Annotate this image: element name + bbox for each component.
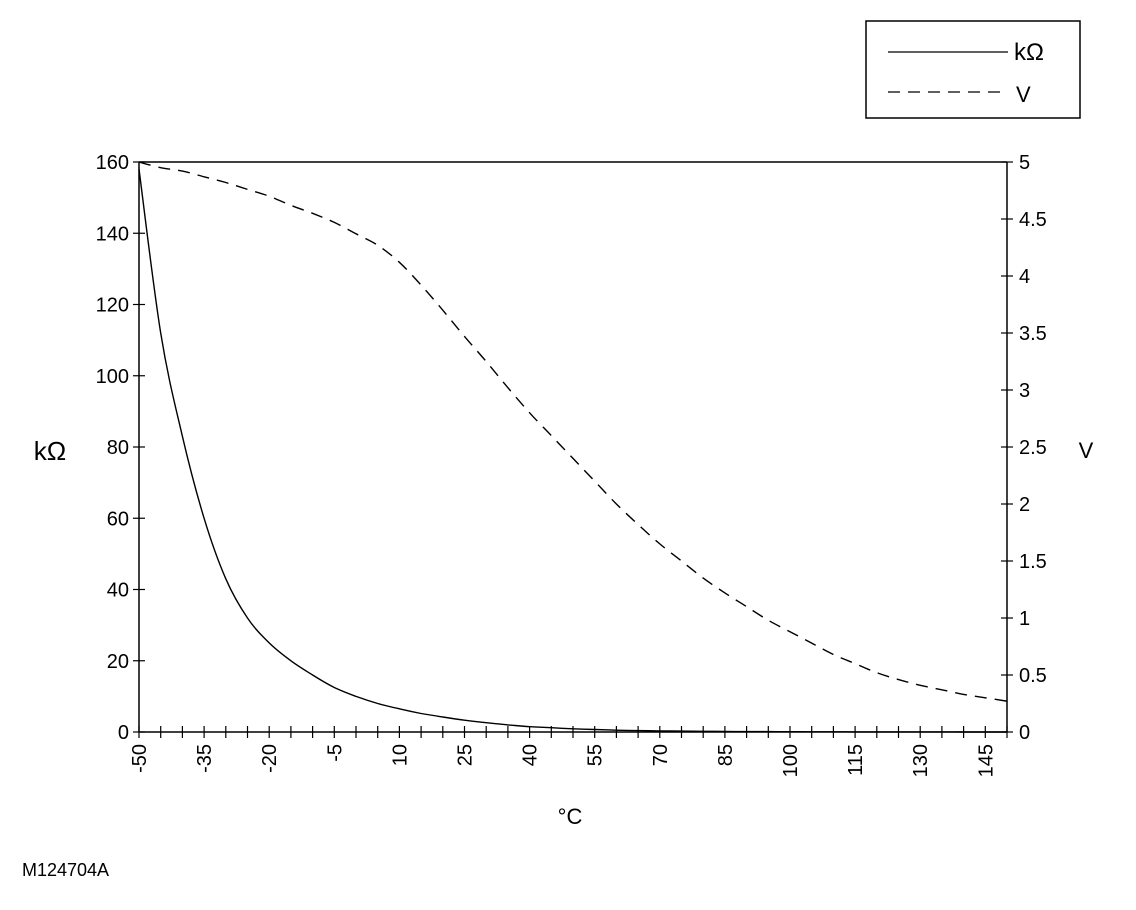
x-tick-label: -35 [194,744,216,773]
right-tick-label: 1 [1019,608,1030,630]
right-tick-label: 0.5 [1019,665,1047,687]
x-tick-label: 145 [975,744,997,777]
x-axis-title: °C [558,804,583,829]
x-axis-ticks: -50 -35 -20 -5 10 25 40 55 70 85 100 115 130 145 [129,726,1008,777]
x-tick-label: -5 [324,744,346,762]
left-tick-label: 40 [107,580,129,602]
right-tick-label: 3 [1019,380,1030,402]
left-tick-label: 100 [96,366,129,388]
right-axis-ticks: 0 0.5 1 1.5 2 2.5 3 3.5 4 4.5 5 [1001,152,1047,744]
right-tick-label: 3.5 [1019,323,1047,345]
x-tick-label: 55 [585,744,607,766]
legend-label-kohm: kΩ [1014,39,1044,66]
x-tick-label: 85 [715,744,737,766]
x-tick-label: 10 [389,744,411,766]
x-tick-label: 40 [520,744,542,766]
legend: kΩ V [865,20,1081,119]
left-tick-label: 60 [107,508,129,530]
series-line-volt [138,161,1008,702]
x-tick-label: 100 [780,744,802,777]
right-tick-label: 5 [1019,152,1030,174]
legend-label-volt: V [1016,82,1031,107]
x-tick-label: 115 [845,744,867,776]
figure-id: M124704A [22,860,110,880]
x-tick-label: -20 [259,744,281,773]
left-tick-label: 80 [107,437,129,459]
series-line-kohm [138,169,1007,733]
left-tick-label: 20 [107,651,129,673]
left-tick-label: 140 [96,223,129,245]
right-tick-label: 2 [1019,494,1030,516]
right-tick-label: 4.5 [1019,209,1047,231]
right-tick-label: 2.5 [1019,437,1047,459]
x-tick-label: 25 [455,744,477,766]
left-tick-label: 160 [96,152,129,174]
series-group [138,161,1008,733]
right-axis-title: V [1079,438,1094,463]
right-tick-label: 1.5 [1019,551,1047,573]
x-tick-label: -50 [129,744,151,773]
left-axis-title: kΩ [34,436,66,466]
left-tick-label: 120 [96,295,129,317]
x-tick-label: 70 [650,744,672,766]
legend-box [865,20,1081,119]
right-tick-label: 4 [1019,266,1030,288]
right-tick-label: 0 [1019,722,1030,744]
x-tick-label: 130 [910,744,932,777]
left-axis-ticks: 0 20 40 60 80 100 120 140 160 [96,152,145,744]
left-tick-label: 0 [118,722,129,744]
